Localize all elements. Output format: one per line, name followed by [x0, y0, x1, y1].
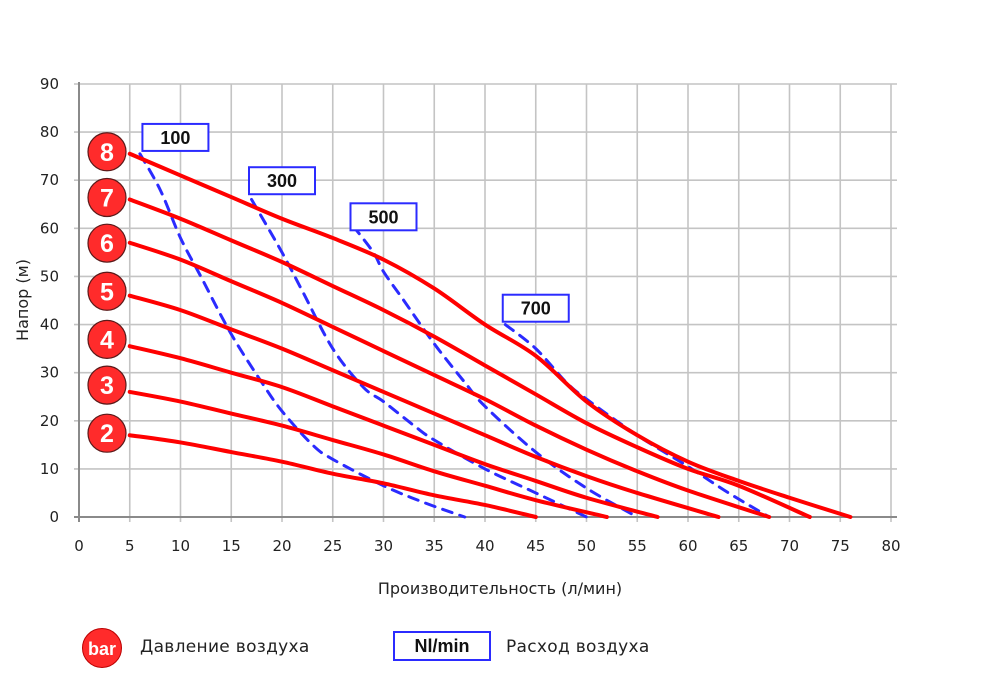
x-tick-label: 20 [272, 537, 291, 555]
svg-text:5: 5 [100, 278, 114, 306]
pressure-marker-8: 8 [87, 132, 127, 172]
x-tick-label: 25 [323, 537, 342, 555]
pump-performance-chart: 0 5 10 15 20 25 30 35 40 45 50 55 60 65 70 75 8001020304… [13, 75, 901, 598]
pressure-markers: 8 7 6 5 4 3 2 [87, 132, 127, 453]
pressure-curve-3-bar [127, 389, 609, 519]
airflow-curves [138, 152, 771, 519]
y-tick-label: 40 [40, 316, 59, 334]
y-tick-label: 90 [40, 75, 59, 93]
svg-text:3: 3 [100, 372, 114, 400]
y-tick-label: 10 [40, 460, 59, 478]
pressure-curve-7-bar [127, 197, 812, 519]
x-tick-label: 70 [780, 537, 799, 555]
svg-text:4: 4 [100, 326, 114, 354]
svg-text:7: 7 [100, 184, 114, 212]
airflow-curve-700 [503, 323, 771, 519]
svg-text:8: 8 [100, 139, 114, 167]
pressure-curve-2-bar [127, 433, 538, 519]
x-tick-label: 10 [171, 537, 190, 555]
pressure-marker-2: 2 [87, 413, 127, 453]
svg-text:100: 100 [160, 128, 190, 148]
airflow-label-100: 100 [141, 122, 210, 152]
pressure-marker-4: 4 [87, 319, 127, 359]
legend: bar Давление воздуха Nl/min Расход возду… [0, 628, 1000, 668]
legend-pressure-label: Давление воздуха [140, 637, 310, 657]
y-axis-title: Напор (м) [13, 259, 32, 341]
svg-text:300: 300 [267, 171, 297, 191]
pressure-curve-6-bar [127, 240, 772, 519]
nl-min-airflow-icon: Nl/min [393, 631, 491, 661]
x-tick-label: 15 [222, 537, 241, 555]
x-tick-label: 60 [678, 537, 697, 555]
pressure-curve-8-bar [127, 151, 853, 519]
x-tick-label: 75 [831, 537, 850, 555]
y-tick-label: 80 [40, 123, 59, 141]
x-tick-label: 65 [729, 537, 748, 555]
airflow-curve-300 [250, 197, 588, 519]
x-tick-label: 55 [628, 537, 647, 555]
svg-text:6: 6 [100, 230, 114, 258]
x-tick-label: 0 [74, 537, 84, 555]
y-tick-label: 30 [40, 364, 59, 382]
pressure-curve-4-bar [127, 344, 660, 519]
y-tick-label: 60 [40, 219, 59, 237]
x-tick-label: 40 [475, 537, 494, 555]
y-tick-label: 70 [40, 171, 59, 189]
airflow-curve-500 [351, 224, 639, 519]
airflow-curve-100 [138, 152, 467, 519]
bar-pressure-icon: bar [82, 628, 122, 668]
pressure-marker-6: 6 [87, 223, 127, 263]
airflow-label-500: 500 [349, 202, 418, 232]
y-tick-label: 20 [40, 412, 59, 430]
pressure-marker-3: 3 [87, 365, 127, 405]
svg-text:2: 2 [100, 420, 114, 448]
chart-axes [74, 82, 897, 522]
svg-text:700: 700 [521, 299, 551, 319]
x-axis-title: Производительность (л/мин) [378, 579, 622, 598]
airflow-label-300: 300 [248, 166, 316, 196]
tick-labels: 0 5 10 15 20 25 30 35 40 45 50 55 60 65 70 75 8001020304… [40, 75, 901, 555]
y-tick-label: 50 [40, 267, 59, 285]
pressure-marker-7: 7 [87, 177, 127, 218]
x-tick-label: 35 [425, 537, 444, 555]
pressure-marker-5: 5 [87, 271, 127, 311]
x-tick-label: 50 [577, 537, 596, 555]
airflow-label-700: 700 [501, 293, 570, 323]
x-tick-label: 30 [374, 537, 393, 555]
airflow-labels: 100 300 500 700 [141, 122, 570, 323]
legend-airflow-label: Расход воздуха [506, 637, 650, 657]
y-tick-label: 0 [49, 508, 59, 526]
x-tick-label: 5 [125, 537, 135, 555]
pressure-curve-5-bar [127, 293, 721, 519]
svg-text:500: 500 [368, 207, 398, 227]
pressure-curves [127, 151, 853, 519]
x-tick-label: 80 [881, 537, 900, 555]
x-tick-label: 45 [526, 537, 545, 555]
